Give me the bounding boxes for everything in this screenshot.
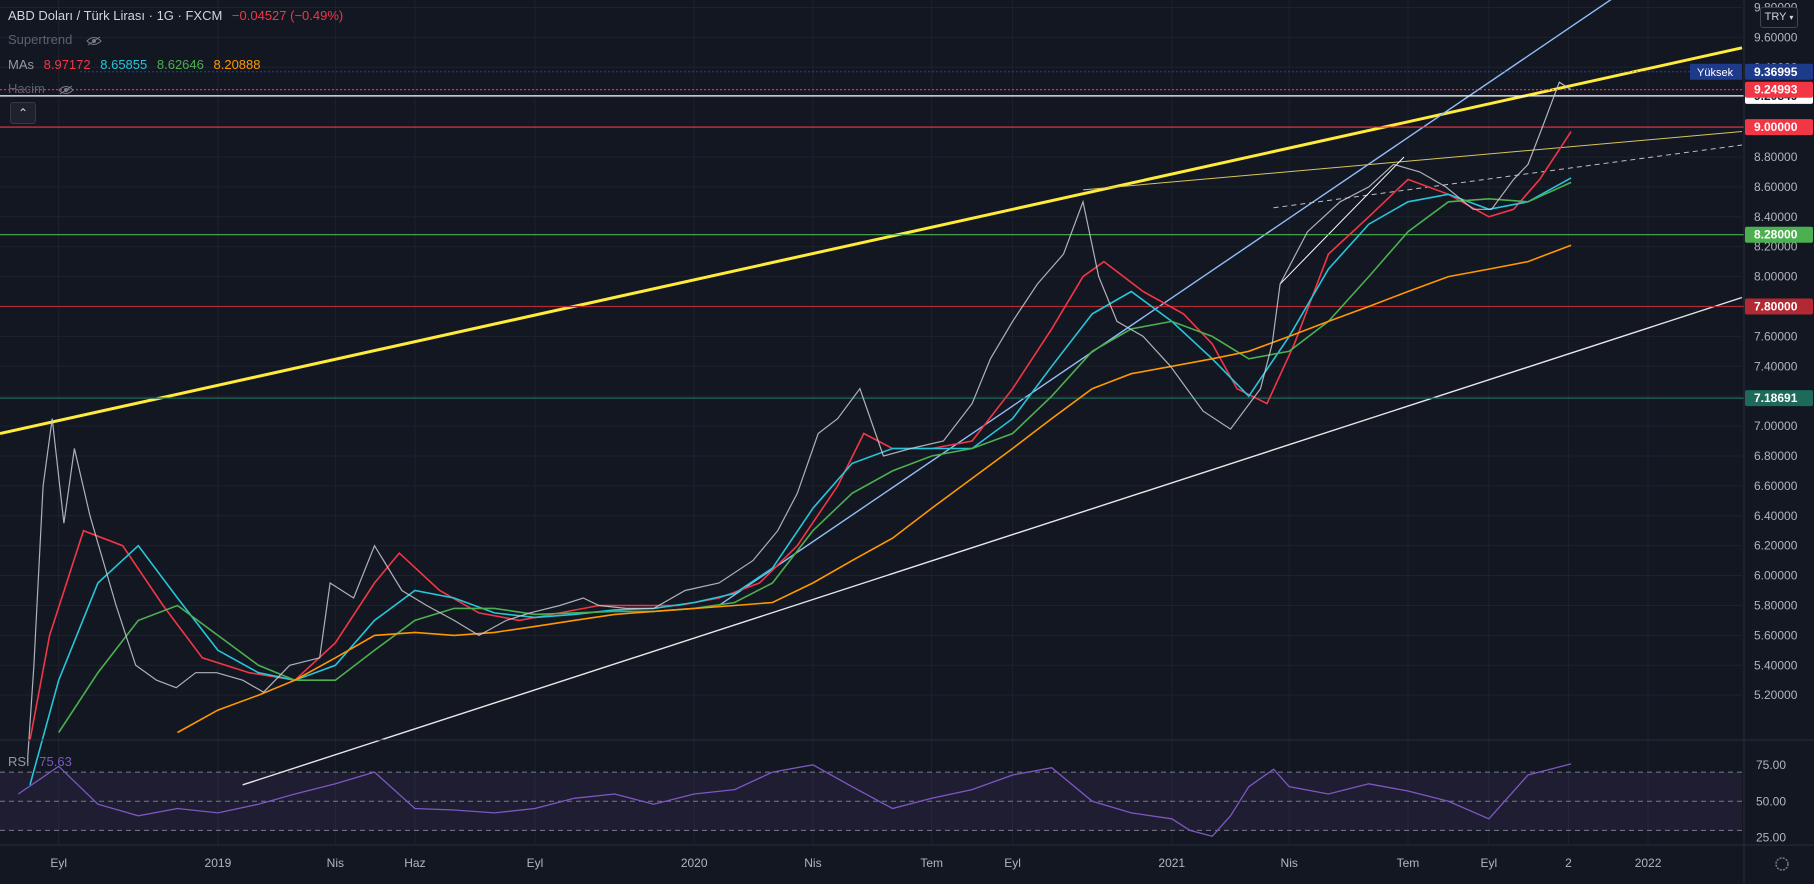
collapse-legend-button[interactable]: ⌃ — [10, 102, 36, 124]
price-tick-label: 8.00000 — [1754, 270, 1798, 284]
price-tick-label: 6.40000 — [1754, 509, 1798, 523]
time-tick-label: Nis — [327, 856, 344, 870]
time-tick-label: Eyl — [1004, 856, 1021, 870]
time-tick-label: Eyl — [527, 856, 544, 870]
rsi-line — [17, 763, 1572, 838]
volume-label: Hacim — [8, 81, 45, 96]
price-label-bg — [1745, 298, 1813, 315]
currency-button[interactable]: TRY ▾ — [1760, 7, 1798, 28]
rsi-band — [0, 771, 1742, 831]
ma-value-red: 8.97172 — [43, 57, 91, 72]
symbol-title: ABD Doları / Türk Lirası · 1G · FXCM — [8, 8, 223, 23]
rsi-series — [17, 763, 1572, 838]
price-tick-label: 7.40000 — [1754, 359, 1798, 373]
price-label: 9.00000 — [1754, 120, 1798, 134]
eye-hidden-icon[interactable] — [58, 85, 75, 95]
time-tick-label: 2020 — [681, 856, 708, 870]
ma-value-cyan: 8.65855 — [100, 57, 148, 72]
trendline — [0, 46, 1743, 435]
time-tick-label: Nis — [1281, 856, 1298, 870]
time-tick-label: Haz — [404, 856, 425, 870]
symbol-legend: ABD Doları / Türk Lirası · 1G · FXCM −0.… — [8, 8, 349, 23]
high-price-label: 9.36995 — [1754, 65, 1798, 79]
ma-value-orange: 8.20888 — [213, 57, 261, 72]
rsi-label: RSI — [8, 754, 30, 769]
rsi-tick-label: 75.00 — [1756, 758, 1786, 772]
price-change: −0.04527 (−0.49%) — [231, 8, 344, 23]
price-label-bg — [1745, 226, 1813, 243]
moving-average-line — [58, 181, 1572, 733]
trendline — [1273, 144, 1743, 209]
price-tick-label: 5.80000 — [1754, 598, 1798, 612]
moving-average-line — [29, 177, 1572, 786]
horizontal-levels — [0, 89, 1744, 399]
mas-label: MAs — [8, 57, 34, 72]
currency-label: TRY — [1764, 11, 1787, 23]
chevron-down-icon: ▾ — [1789, 13, 1794, 22]
high-price-bg — [1745, 63, 1813, 80]
price-tick-label: 8.40000 — [1754, 210, 1798, 224]
price-label: 7.18691 — [1754, 391, 1798, 405]
price-tick-label: 6.60000 — [1754, 479, 1798, 493]
price-tick-label: 6.00000 — [1754, 569, 1798, 583]
price-tick-label: 8.20000 — [1754, 240, 1798, 254]
price-tick-label: 5.60000 — [1754, 628, 1798, 642]
eye-hidden-icon[interactable] — [86, 36, 102, 46]
price-label-bg — [1745, 119, 1813, 136]
moving-average-line — [177, 244, 1572, 734]
time-tick-label: Eyl — [1481, 856, 1498, 870]
price-series — [26, 81, 1572, 763]
grid-lines — [0, 0, 1742, 845]
rsi-tick-label: 50.00 — [1756, 794, 1786, 808]
trendline — [242, 296, 1743, 786]
price-tick-label: 6.20000 — [1754, 539, 1798, 553]
volume-legend[interactable]: Hacim — [8, 81, 75, 96]
price-tick-label: 6.80000 — [1754, 449, 1798, 463]
high-marker-bg — [1690, 63, 1742, 80]
time-tick-label: 2022 — [1635, 856, 1662, 870]
price-labels: 9.208499.249939.000008.280007.800007.186… — [80, 63, 1813, 407]
price-tick-label: 8.80000 — [1754, 150, 1798, 164]
trendline — [718, 0, 1612, 607]
price-line — [26, 81, 1572, 763]
price-label-bg — [1745, 81, 1813, 98]
price-tick-label: 5.40000 — [1754, 658, 1798, 672]
supertrend-label: Supertrend — [8, 32, 73, 47]
price-label: 8.28000 — [1754, 228, 1798, 242]
price-tick-label: 7.60000 — [1754, 329, 1798, 343]
trendline — [1279, 156, 1405, 285]
price-label: 9.24993 — [1754, 83, 1798, 97]
mas-legend[interactable]: MAs 8.97172 8.65855 8.62646 8.20888 — [8, 57, 267, 72]
price-label-bg — [1745, 390, 1813, 407]
price-label: 7.80000 — [1754, 299, 1798, 313]
rsi-tick-label: 25.00 — [1756, 831, 1786, 845]
ma-value-green: 8.62646 — [156, 57, 204, 72]
moving-averages — [29, 131, 1572, 786]
trendlines — [0, 0, 1743, 786]
trendline — [1082, 131, 1743, 191]
high-marker-label: Yüksek — [1697, 67, 1734, 79]
time-tick-label: Tem — [920, 856, 943, 870]
rsi-legend[interactable]: RSI 75.63 — [8, 754, 78, 769]
time-tick-label: Eyl — [50, 856, 67, 870]
gear-icon[interactable] — [1775, 857, 1789, 871]
price-tick-label: 5.20000 — [1754, 688, 1798, 702]
time-tick-label: Nis — [804, 856, 821, 870]
supertrend-legend[interactable]: Supertrend — [8, 32, 102, 47]
moving-average-line — [29, 131, 1572, 741]
price-tick-label: 9.60000 — [1754, 30, 1798, 44]
time-tick-label: 2 — [1565, 856, 1572, 870]
time-tick-label: Tem — [1397, 856, 1420, 870]
time-tick-label: 2019 — [205, 856, 232, 870]
price-tick-label: 8.60000 — [1754, 180, 1798, 194]
time-tick-label: 2021 — [1158, 856, 1185, 870]
price-tick-label: 7.00000 — [1754, 419, 1798, 433]
chevron-up-icon: ⌃ — [17, 106, 29, 120]
rsi-value: 75.63 — [39, 754, 72, 769]
